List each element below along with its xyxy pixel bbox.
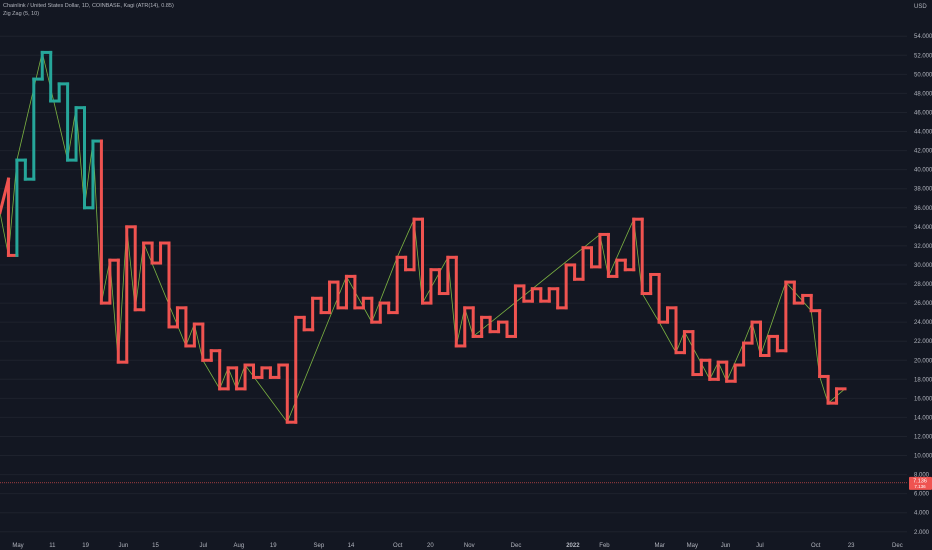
y-tick-label: 50.000	[914, 72, 932, 78]
y-tick-label: 44.000	[914, 130, 932, 136]
x-tick-label: 23	[848, 543, 855, 549]
y-tick-label: 52.000	[914, 53, 932, 59]
price-axis[interactable]: 2.000 4.000 6.000 8.000 10.000 12.000 14.000 16…	[914, 34, 932, 536]
currency-label: USD	[914, 4, 927, 10]
x-tick-label: Jul	[756, 543, 764, 549]
price-tag-label: 7.136	[913, 478, 927, 484]
x-tick-label: Dec	[511, 543, 522, 549]
grid	[0, 35, 907, 533]
y-tick-label: 30.000	[914, 263, 932, 269]
y-tick-label: 40.000	[914, 168, 932, 174]
y-tick-label: 2.000	[914, 530, 930, 536]
y-tick-label: 42.000	[914, 149, 932, 155]
y-tick-label: 14.000	[914, 415, 932, 421]
y-tick-label: 4.000	[914, 511, 930, 517]
x-tick-label: Oct	[811, 543, 821, 549]
price-tag-sublabel: 7.136	[914, 484, 926, 489]
y-tick-label: 36.000	[914, 206, 932, 212]
x-tick-label: Aug	[234, 543, 245, 549]
y-tick-label: 6.000	[914, 492, 930, 498]
y-tick-label: 10.000	[914, 454, 932, 460]
y-tick-label: 54.000	[914, 34, 932, 40]
x-tick-label: Jul	[200, 543, 208, 549]
y-tick-label: 28.000	[914, 282, 932, 288]
y-tick-label: 22.000	[914, 339, 932, 345]
x-tick-label: May	[12, 543, 23, 549]
y-tick-label: 16.000	[914, 396, 932, 402]
time-axis[interactable]: May 11 19 Jun 15 Jul Aug 19 Sep 14 Oct 20 Nov Dec 2022…	[12, 543, 902, 549]
y-tick-label: 18.000	[914, 377, 932, 383]
y-tick-label: 38.000	[914, 187, 932, 193]
x-tick-label: 20	[427, 543, 434, 549]
x-tick-label: 19	[270, 543, 277, 549]
x-tick-label: May	[687, 543, 698, 549]
x-tick-label: Nov	[464, 543, 475, 549]
y-tick-label: 8.000	[914, 473, 930, 479]
x-tick-label: Oct	[393, 543, 403, 549]
y-tick-label: 26.000	[914, 301, 932, 307]
kagi-series	[0, 50, 847, 424]
x-tick-label: 19	[82, 543, 89, 549]
x-tick-label: 14	[348, 543, 355, 549]
y-tick-label: 46.000	[914, 110, 932, 116]
y-tick-label: 12.000	[914, 434, 932, 440]
symbol-legend[interactable]: Chainlink / United States Dollar, 1D, CO…	[3, 3, 174, 9]
price-tag	[909, 476, 932, 490]
x-tick-label: Sep	[314, 543, 325, 549]
x-tick-label: 11	[49, 543, 56, 549]
x-tick-label: 15	[152, 543, 159, 549]
y-tick-label: 48.000	[914, 91, 932, 97]
x-tick-label: Jun	[721, 543, 731, 549]
x-tick-label: Dec	[892, 543, 903, 549]
x-tick-label: Jun	[119, 543, 129, 549]
y-tick-label: 34.000	[914, 225, 932, 231]
y-tick-label: 32.000	[914, 244, 932, 250]
y-tick-label: 20.000	[914, 358, 932, 364]
x-tick-label: 2022	[566, 543, 580, 549]
y-tick-label: 24.000	[914, 320, 932, 326]
x-tick-label: Mar	[654, 543, 664, 549]
x-tick-label: Feb	[599, 543, 610, 549]
indicator-legend[interactable]: Zig Zag (5, 10)	[3, 11, 40, 17]
